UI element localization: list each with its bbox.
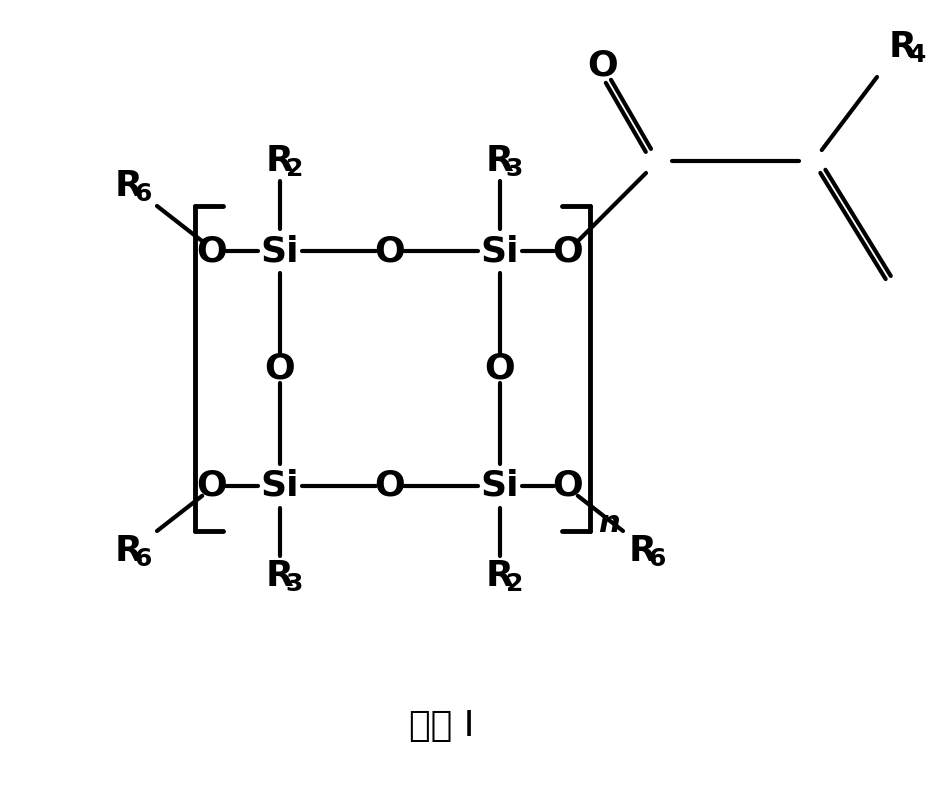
Text: O: O — [196, 469, 228, 503]
Text: 3: 3 — [505, 157, 522, 181]
Text: O: O — [552, 469, 582, 503]
Text: O: O — [264, 352, 295, 386]
Text: 通式 I: 通式 I — [409, 709, 474, 743]
Text: 6: 6 — [134, 547, 152, 571]
Text: 6: 6 — [648, 547, 666, 571]
Text: O: O — [196, 234, 228, 268]
Text: O: O — [374, 469, 405, 503]
Text: 4: 4 — [907, 43, 925, 67]
Text: O: O — [374, 234, 405, 268]
Text: 6: 6 — [134, 181, 152, 206]
Text: Si: Si — [261, 469, 299, 503]
Text: 2: 2 — [285, 157, 303, 181]
Text: O: O — [552, 234, 582, 268]
Text: R: R — [485, 559, 514, 593]
Text: Si: Si — [480, 469, 518, 503]
Text: O: O — [587, 49, 617, 83]
Text: R: R — [115, 169, 143, 203]
Text: R: R — [266, 144, 294, 178]
Text: R: R — [266, 559, 294, 593]
Text: R: R — [888, 30, 916, 64]
Text: n: n — [598, 509, 619, 537]
Text: R: R — [485, 144, 514, 178]
Text: R: R — [629, 534, 656, 568]
Text: Si: Si — [261, 234, 299, 268]
Text: 3: 3 — [285, 572, 303, 595]
Text: 2: 2 — [505, 572, 522, 595]
Text: R: R — [115, 534, 143, 568]
Text: Si: Si — [480, 234, 518, 268]
Text: O: O — [484, 352, 514, 386]
